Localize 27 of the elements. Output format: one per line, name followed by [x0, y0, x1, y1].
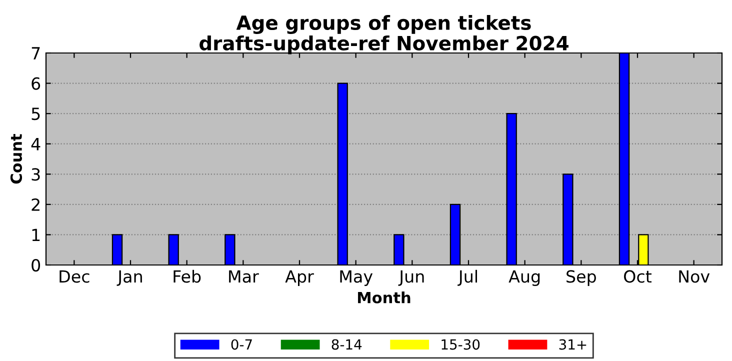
x-tick-label: Jun [398, 270, 424, 286]
legend-label: 31+ [559, 339, 586, 350]
y-tick-label: 2 [32, 198, 40, 211]
y-axis-title: Count [10, 134, 22, 184]
y-tick-label: 3 [32, 168, 40, 181]
x-tick-label: Sep [566, 270, 596, 286]
y-tick-label: 0 [32, 258, 40, 272]
legend-label: 0-7 [231, 339, 252, 350]
x-tick-label: Feb [174, 270, 201, 283]
x-tick-label: Jul [458, 270, 477, 286]
y-tick-label: 7 [32, 47, 40, 60]
y-tick-label: 6 [32, 77, 40, 90]
legend-label: 15-30 [442, 339, 480, 350]
x-tick-label: Jan [116, 270, 142, 286]
x-tick-label: May [340, 270, 373, 286]
x-tick-label: Dec [60, 270, 90, 283]
x-tick-label: Apr [285, 270, 314, 286]
x-tick-label: Oct [624, 270, 652, 283]
chart-title: Age groups of open tickets drafts-update-ref November 2024 [200, 15, 568, 54]
x-axis-title: Month [358, 292, 410, 304]
legend-label: 8-14 [332, 339, 362, 350]
x-tick-label: Nov [679, 270, 710, 283]
y-tick-label: 4 [31, 138, 40, 150]
x-tick-label: Aug [508, 270, 540, 286]
x-tick-label: Mar [229, 270, 259, 283]
y-tick-label: 1 [32, 228, 40, 242]
y-tick-label: 5 [32, 108, 40, 120]
